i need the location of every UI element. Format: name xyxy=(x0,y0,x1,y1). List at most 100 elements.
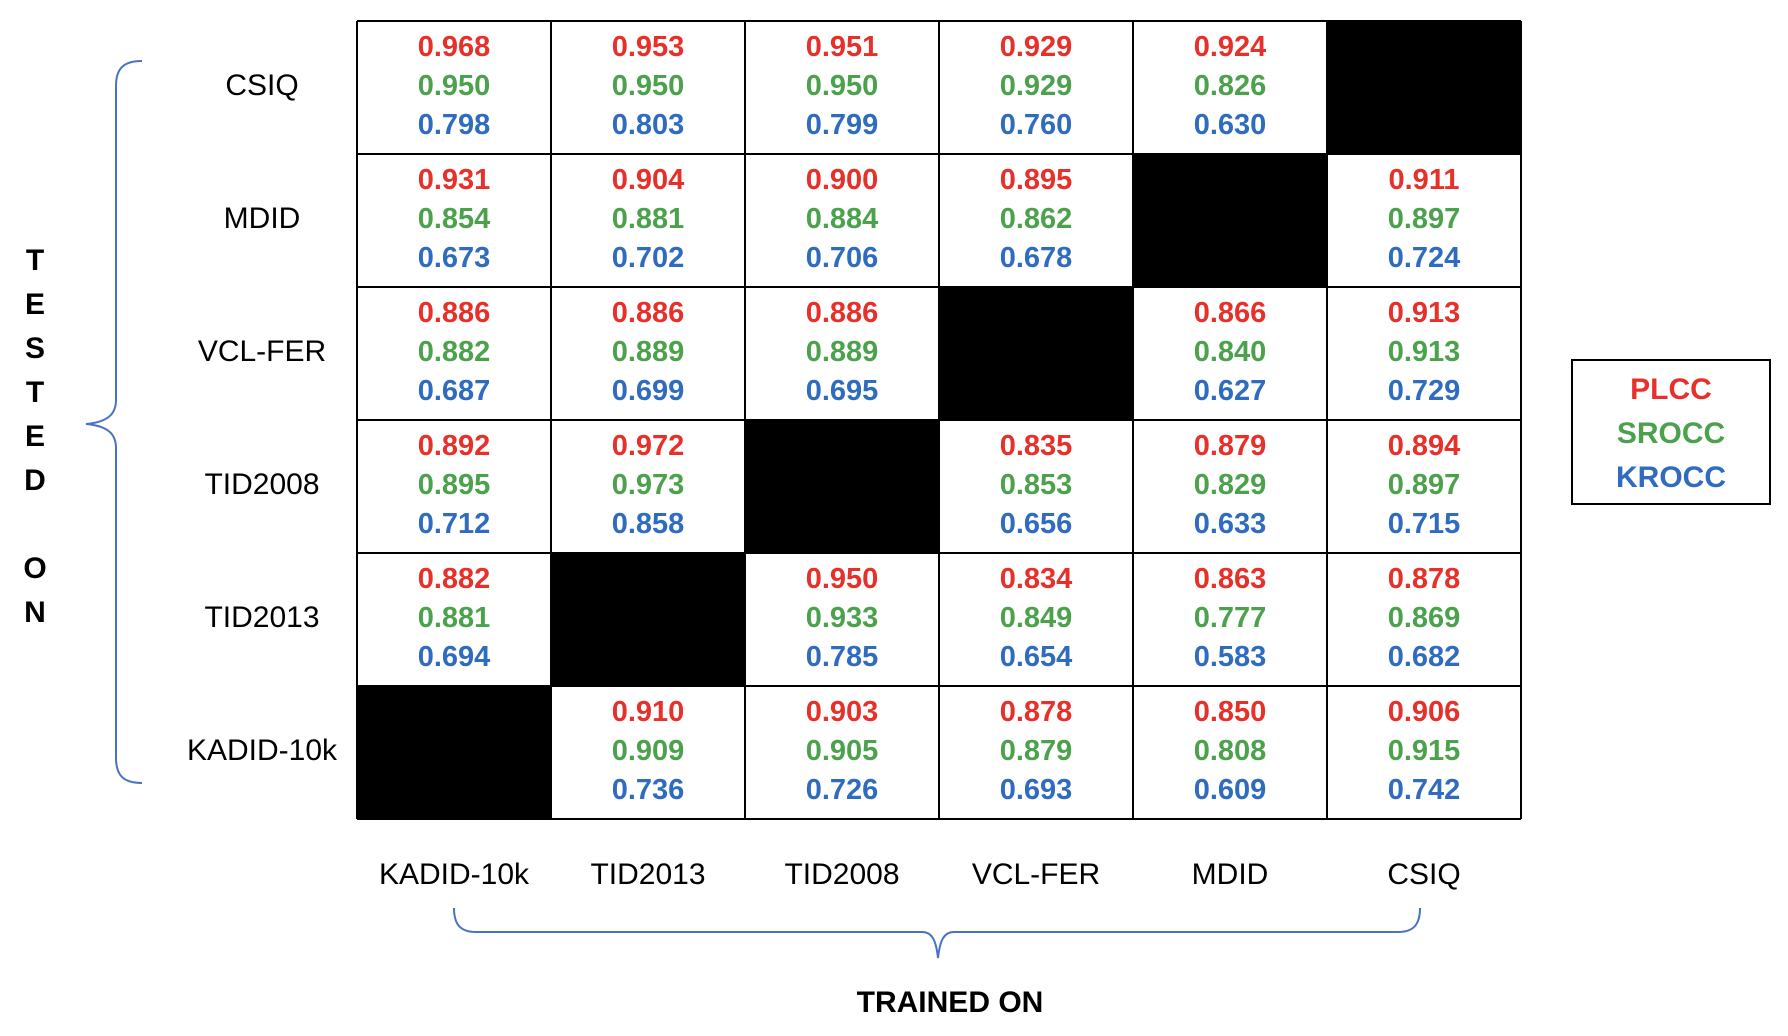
y-axis-title-letter: T xyxy=(25,244,45,277)
value-srocc: 0.905 xyxy=(805,735,879,767)
value-srocc: 0.881 xyxy=(417,602,491,634)
row-label: CSIQ xyxy=(225,69,299,102)
value-srocc: 0.897 xyxy=(1387,203,1461,235)
value-srocc: 0.889 xyxy=(611,336,685,368)
value-krocc: 0.609 xyxy=(1193,774,1267,806)
value-srocc: 0.913 xyxy=(1387,336,1461,368)
value-krocc: 0.694 xyxy=(417,641,491,673)
table-cell: 0.950 0.933 0.785 xyxy=(745,553,939,686)
value-krocc: 0.656 xyxy=(999,508,1073,540)
value-plcc: 0.911 xyxy=(1388,164,1460,196)
value-krocc: 0.702 xyxy=(611,242,685,274)
table-cell: 0.968 0.950 0.798 xyxy=(357,21,551,154)
table-cell: 0.913 0.913 0.729 xyxy=(1327,287,1521,420)
value-srocc: 0.929 xyxy=(999,70,1073,102)
value-plcc: 0.886 xyxy=(417,297,491,329)
row-label: KADID-10k xyxy=(186,734,338,767)
value-plcc: 0.931 xyxy=(417,164,491,196)
y-axis-title-letter: E xyxy=(24,288,45,321)
value-plcc: 0.906 xyxy=(1387,696,1461,728)
grid-line-vertical xyxy=(1520,21,1522,819)
value-plcc: 0.904 xyxy=(611,164,685,196)
y-axis-title-letter: N xyxy=(24,596,46,629)
grid-line-horizontal xyxy=(357,20,1521,22)
column-label: VCL-FER xyxy=(971,858,1101,891)
value-plcc: 0.894 xyxy=(1387,430,1461,462)
value-plcc: 0.835 xyxy=(999,430,1073,462)
diagonal-blank-cell xyxy=(1133,154,1327,287)
grid-line-horizontal xyxy=(357,552,1521,554)
value-plcc: 0.953 xyxy=(611,31,685,63)
table-cell: 0.878 0.869 0.682 xyxy=(1327,553,1521,686)
y-axis-title-letter: S xyxy=(24,332,45,365)
value-krocc: 0.726 xyxy=(805,774,879,806)
value-plcc: 0.834 xyxy=(999,563,1073,595)
value-plcc: 0.972 xyxy=(611,430,685,462)
value-srocc: 0.973 xyxy=(611,469,685,501)
value-krocc: 0.858 xyxy=(611,508,685,540)
value-krocc: 0.693 xyxy=(999,774,1073,806)
value-srocc: 0.950 xyxy=(611,70,685,102)
value-srocc: 0.777 xyxy=(1193,602,1267,634)
value-krocc: 0.633 xyxy=(1193,508,1267,540)
table-cell: 0.910 0.909 0.736 xyxy=(551,686,745,819)
value-krocc: 0.729 xyxy=(1387,375,1461,407)
value-plcc: 0.910 xyxy=(611,696,685,728)
value-plcc: 0.878 xyxy=(999,696,1073,728)
table-cell: 0.866 0.840 0.627 xyxy=(1133,287,1327,420)
value-plcc: 0.879 xyxy=(1193,430,1267,462)
value-krocc: 0.736 xyxy=(611,774,685,806)
grid-line-horizontal xyxy=(357,153,1521,155)
column-label: TID2008 xyxy=(784,858,900,891)
value-srocc: 0.829 xyxy=(1193,469,1267,501)
value-krocc: 0.695 xyxy=(805,375,879,407)
table-cell: 0.911 0.897 0.724 xyxy=(1327,154,1521,287)
table-cell: 0.886 0.882 0.687 xyxy=(357,287,551,420)
grid-line-horizontal xyxy=(357,818,1521,820)
tested-on-bracket xyxy=(85,60,143,784)
value-srocc: 0.882 xyxy=(417,336,491,368)
row-label: TID2013 xyxy=(204,601,320,634)
y-axis-title-letter: O xyxy=(23,552,47,585)
table-cell: 0.900 0.884 0.706 xyxy=(745,154,939,287)
metric-legend: PLCC SROCC KROCC xyxy=(1571,359,1771,505)
legend-entry-krocc: KROCC xyxy=(1616,461,1726,494)
table-cell: 0.863 0.777 0.583 xyxy=(1133,553,1327,686)
column-label: MDID xyxy=(1191,858,1269,891)
table-cell: 0.906 0.915 0.742 xyxy=(1327,686,1521,819)
column-label: KADID-10k xyxy=(378,858,530,891)
diagonal-blank-cell xyxy=(551,553,745,686)
value-plcc: 0.886 xyxy=(805,297,879,329)
value-srocc: 0.826 xyxy=(1193,70,1267,102)
value-srocc: 0.950 xyxy=(805,70,879,102)
value-srocc: 0.853 xyxy=(999,469,1073,501)
table-cell: 0.953 0.950 0.803 xyxy=(551,21,745,154)
value-srocc: 0.950 xyxy=(417,70,491,102)
row-label: MDID xyxy=(223,202,301,235)
value-krocc: 0.712 xyxy=(417,508,491,540)
diagonal-blank-cell xyxy=(1327,21,1521,154)
value-srocc: 0.933 xyxy=(805,602,879,634)
value-plcc: 0.968 xyxy=(417,31,491,63)
value-plcc: 0.950 xyxy=(805,563,879,595)
value-srocc: 0.879 xyxy=(999,735,1073,767)
diagonal-blank-cell xyxy=(939,287,1133,420)
value-krocc: 0.799 xyxy=(805,109,879,141)
value-krocc: 0.715 xyxy=(1387,508,1461,540)
grid-line-horizontal xyxy=(357,286,1521,288)
value-srocc: 0.881 xyxy=(611,203,685,235)
value-krocc: 0.630 xyxy=(1193,109,1267,141)
row-label: TID2008 xyxy=(204,468,320,501)
value-krocc: 0.699 xyxy=(611,375,685,407)
legend-entry-srocc: SROCC xyxy=(1616,417,1726,450)
value-srocc: 0.909 xyxy=(611,735,685,767)
value-krocc: 0.678 xyxy=(999,242,1073,274)
y-axis-title-letter: D xyxy=(24,464,46,497)
table-cell: 0.834 0.849 0.654 xyxy=(939,553,1133,686)
value-krocc: 0.627 xyxy=(1193,375,1267,407)
value-krocc: 0.760 xyxy=(999,109,1073,141)
value-plcc: 0.866 xyxy=(1193,297,1267,329)
column-label: CSIQ xyxy=(1387,858,1461,891)
value-krocc: 0.798 xyxy=(417,109,491,141)
